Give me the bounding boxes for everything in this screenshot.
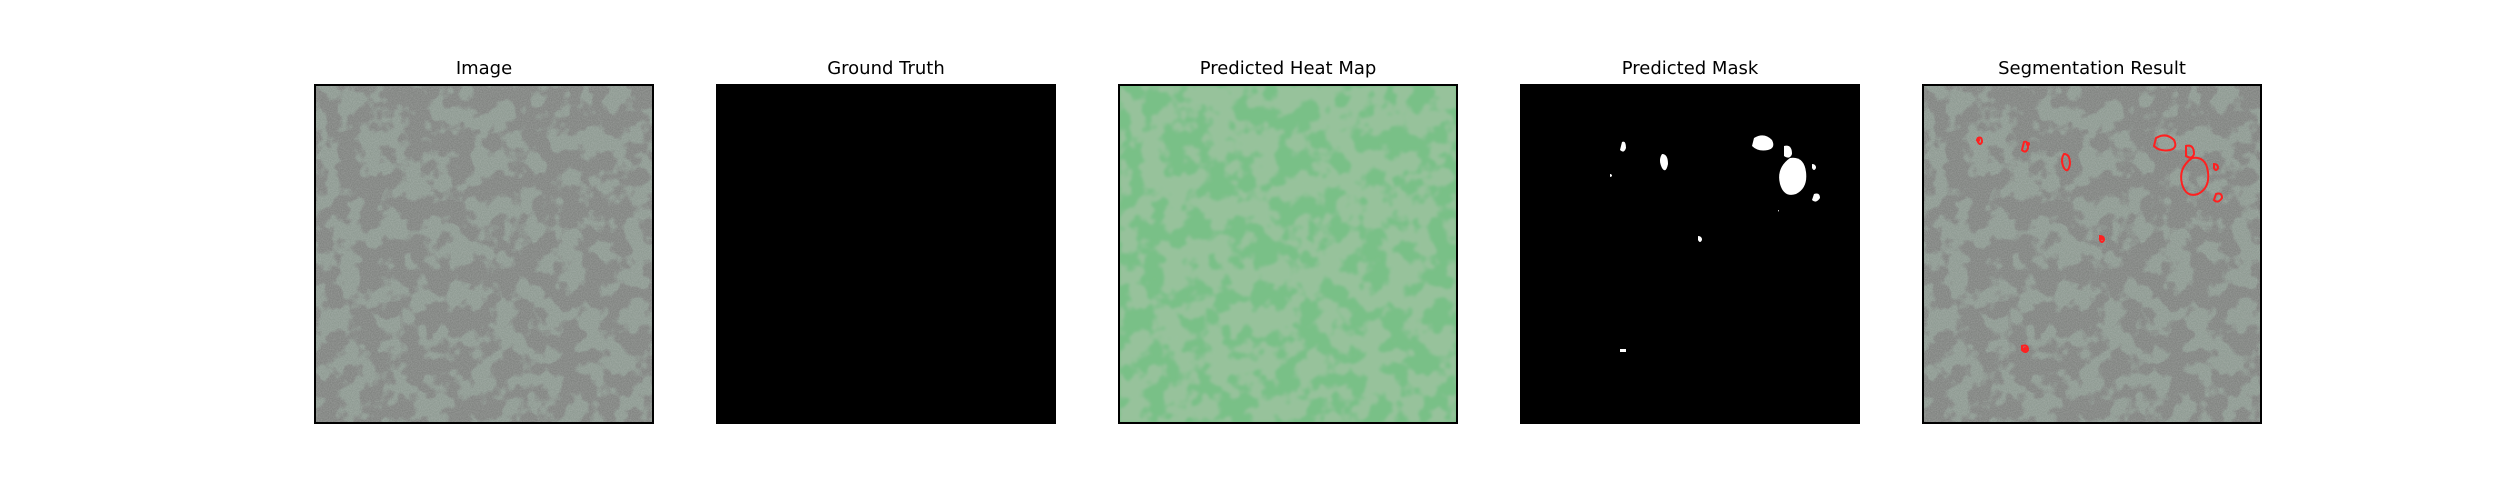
contour — [1977, 136, 1984, 145]
panel-image: Image — [314, 0, 654, 500]
contour-dot — [1976, 138, 1980, 142]
ground-truth-frame — [716, 84, 1056, 424]
mask-blob — [1660, 154, 1668, 171]
contour — [2152, 134, 2177, 152]
contour — [2180, 156, 2210, 196]
contour — [2185, 144, 2196, 159]
texture-image — [316, 86, 652, 422]
mask-blob — [1698, 236, 1702, 242]
panel-title: Segmentation Result — [1998, 58, 2186, 79]
heat-map-frame — [1118, 84, 1458, 424]
panel-predicted-mask: Predicted Mask — [1520, 0, 1860, 500]
panel-title: Predicted Mask — [1621, 58, 1759, 79]
heat-map-image — [1120, 86, 1456, 422]
segmentation-frame — [1922, 84, 2262, 424]
mask-blob — [1620, 349, 1626, 352]
contour — [2213, 162, 2220, 171]
contour — [2020, 140, 2030, 153]
mask-blob — [1610, 174, 1612, 177]
contour — [2212, 192, 2224, 203]
image-frame — [314, 84, 654, 424]
mask-blob — [1812, 164, 1816, 170]
mask-blob — [1784, 145, 1792, 158]
segmentation-image — [1924, 86, 2260, 422]
mask-blob — [1779, 157, 1807, 195]
mask-blob — [1752, 135, 1774, 151]
contour — [2061, 152, 2072, 172]
mask-blob — [1778, 210, 1779, 212]
ground-truth-mask — [718, 86, 1054, 422]
contour-dot — [2100, 236, 2104, 240]
predicted-mask-frame — [1520, 84, 1860, 424]
panel-segmentation-result: Segmentation Result — [1922, 0, 2262, 500]
mask-blob — [1812, 193, 1820, 202]
contour-dot — [2026, 142, 2030, 146]
contour — [2021, 344, 2030, 353]
panel-title: Ground Truth — [827, 58, 945, 79]
predicted-mask-image — [1522, 86, 1858, 422]
contour-dot — [2023, 347, 2027, 351]
panel-title: Predicted Heat Map — [1199, 58, 1377, 79]
panel-heat-map: Predicted Heat Map — [1118, 0, 1458, 500]
panel-title: Image — [455, 58, 513, 79]
mask-blob — [1620, 141, 1626, 152]
panel-ground-truth: Ground Truth — [716, 0, 1056, 500]
